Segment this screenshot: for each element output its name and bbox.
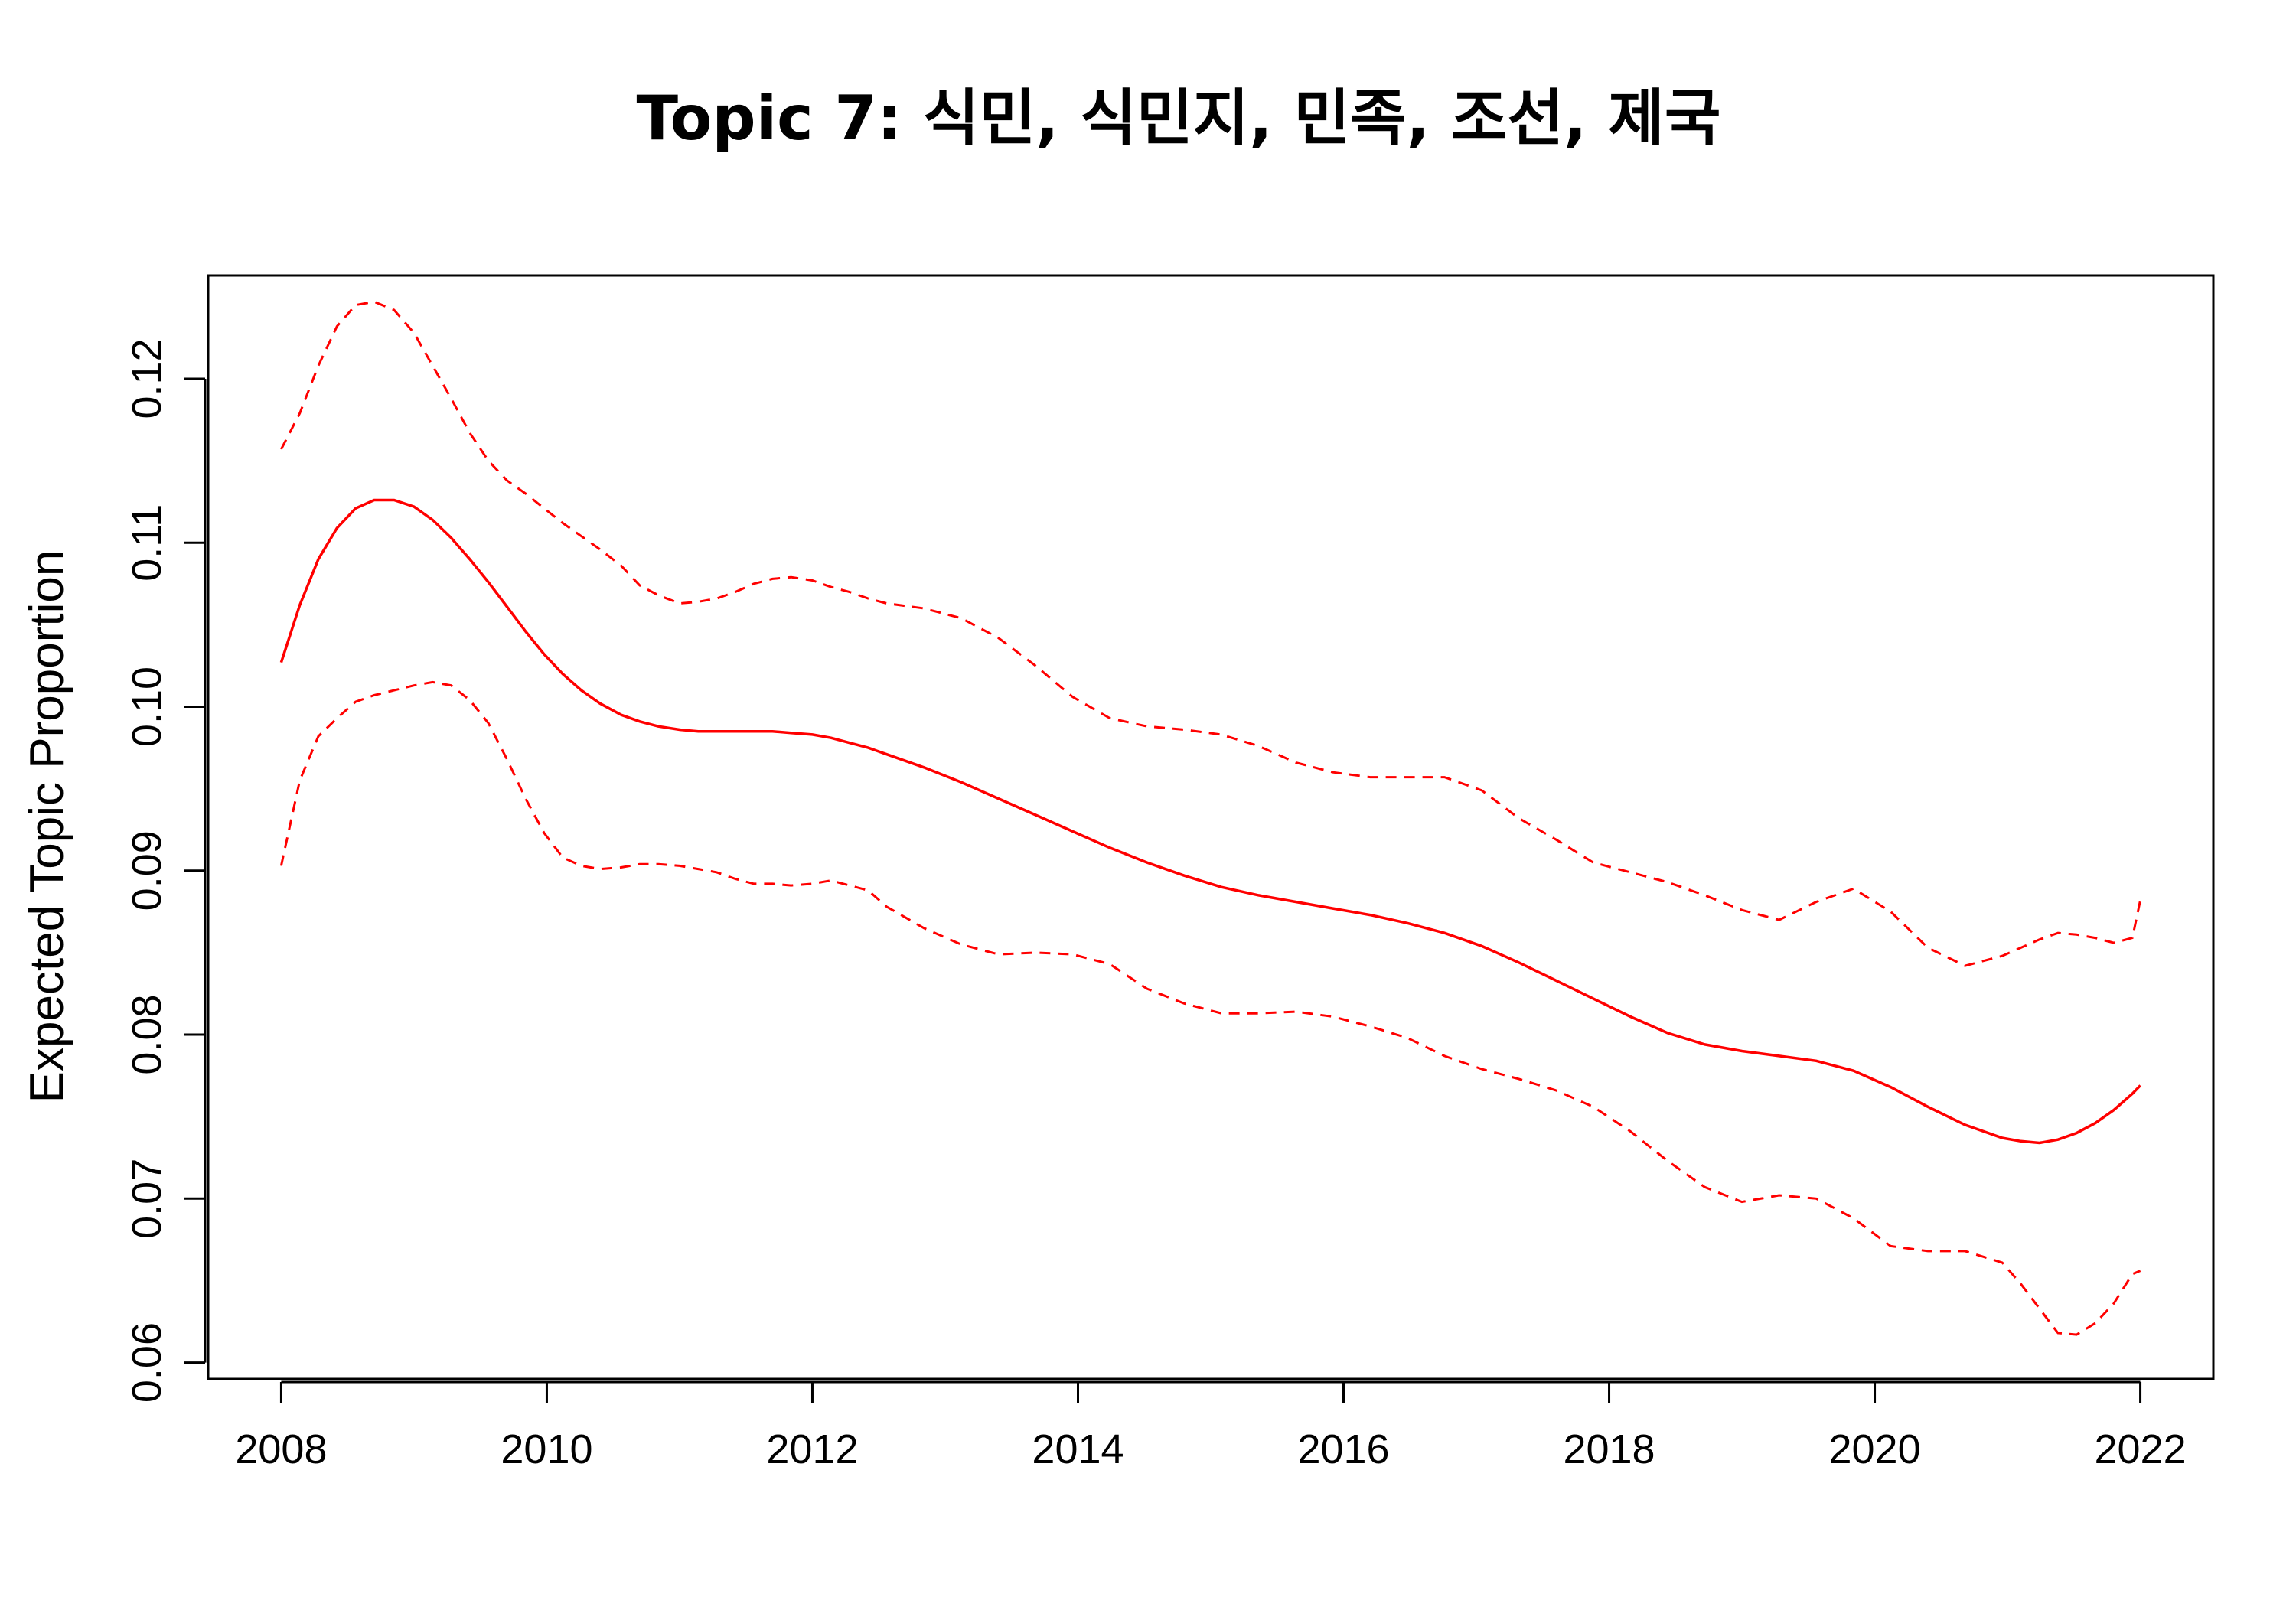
y-tick-label: 0.09	[124, 830, 170, 911]
x-tick-label: 2014	[1032, 1426, 1124, 1472]
y-tick-label: 0.07	[124, 1159, 170, 1239]
lower-ci-line	[279, 680, 2141, 1336]
x-tick-label: 2016	[1297, 1426, 1389, 1472]
x-tick-label: 2018	[1563, 1426, 1655, 1472]
x-tick-label: 2012	[766, 1426, 858, 1472]
y-tick-label: 0.10	[124, 667, 170, 747]
y-tick-label: 0.11	[124, 504, 170, 582]
upper-ci-line	[280, 300, 2142, 967]
y-tick-label: 0.06	[124, 1322, 170, 1403]
mean-line	[279, 498, 2141, 1145]
y-tick-label: 0.12	[124, 338, 170, 419]
series-layer	[279, 300, 2142, 1336]
y-tick-label: 0.08	[124, 994, 170, 1074]
plot-area-frame	[207, 274, 2215, 1380]
x-tick-label: 2008	[235, 1426, 327, 1472]
y-axis-label: Expected Topic Proportion	[21, 550, 73, 1103]
chart-title: Topic 7: 식민, 식민지, 민족, 조선, 제국	[637, 83, 1721, 154]
x-tick-label: 2010	[501, 1426, 592, 1472]
x-tick-label: 2020	[1828, 1426, 1920, 1472]
x-axis: 2008 2010 2012 2014 2016 2018 2020 2022	[235, 1380, 2187, 1472]
x-tick-label: 2022	[2094, 1426, 2186, 1472]
y-axis: 0.06 0.07 0.08 0.09 0.10 0.11 0.12	[124, 338, 207, 1403]
